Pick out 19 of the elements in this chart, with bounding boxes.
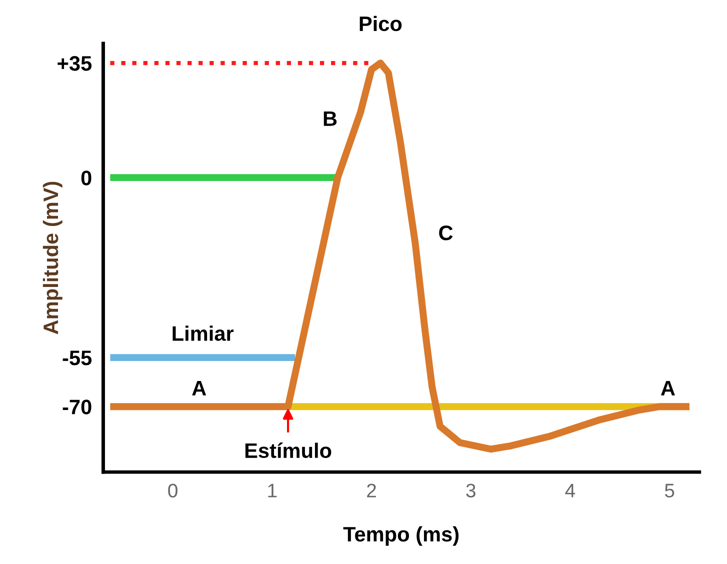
x-tick-label: 0	[168, 484, 178, 498]
annotation: A	[660, 381, 675, 396]
y-tick-label: +35	[58, 56, 92, 71]
x-tick-label: 5	[664, 484, 674, 498]
annotation: Estímulo	[245, 442, 332, 458]
x-tick-label: 1	[268, 484, 277, 498]
x-axis-title: Tempo (ms)	[343, 526, 459, 546]
x-tick-label: 4	[565, 484, 576, 498]
y-tick-label: -55	[62, 350, 92, 366]
y-tick-label: -70	[62, 400, 92, 414]
text: Pico	[360, 16, 402, 32]
annotation: Limiar	[172, 326, 234, 341]
annotation: C	[439, 226, 453, 240]
y-tick-label: 0	[81, 170, 92, 186]
annotation: B	[324, 112, 337, 126]
x-tick-label: 2	[367, 484, 376, 498]
x-tick-label: 3	[466, 484, 476, 498]
annotation: A	[192, 381, 206, 396]
y-axis-title: Amplitude (mV)	[42, 182, 62, 334]
